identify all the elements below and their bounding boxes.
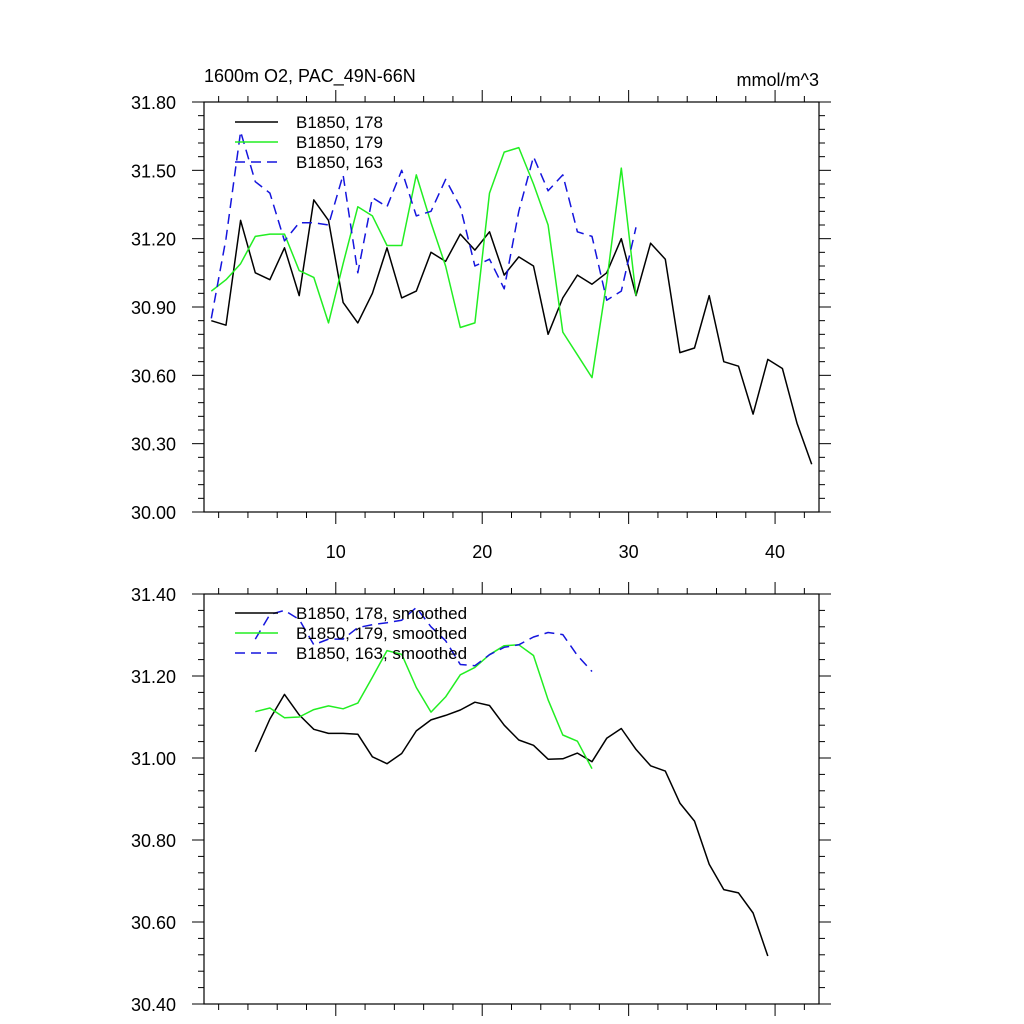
y-tick-label: 30.00 — [131, 503, 176, 523]
series-line-b1850-178 — [211, 199, 813, 465]
y-tick-label: 31.20 — [131, 667, 176, 687]
y-tick-label: 31.40 — [131, 585, 176, 605]
y-tick-label: 30.60 — [131, 366, 176, 386]
top-axes: 30.00 30.30 30.60 30.90 31.20 31.50 31.80 10 20 3… — [131, 90, 831, 562]
y-tick-label: 30.90 — [131, 298, 176, 318]
bottom-panel: 30.40 30.60 30.80 31.00 31.20 31.40 B1850, 17… — [131, 582, 831, 1016]
x-tick-label: 10 — [326, 542, 346, 562]
legend-label-b1850-163: B1850, 163 — [296, 153, 383, 172]
y-tick-label: 31.20 — [131, 230, 176, 250]
x-tick-label: 30 — [619, 542, 639, 562]
units-label: mmol/m^3 — [737, 70, 819, 90]
series-line-b1850-163 — [210, 130, 637, 319]
legend-label-b1850-163-smoothed: B1850, 163, smoothed — [296, 644, 467, 663]
y-tick-label: 30.80 — [131, 831, 176, 851]
series-line-b1850-163-smoothed — [254, 606, 593, 673]
bottom-axes: 30.40 30.60 30.80 31.00 31.20 31.40 — [131, 582, 831, 1016]
series-line-b1850-179 — [210, 146, 637, 379]
bottom-series-group — [254, 606, 769, 957]
top-series-group — [210, 130, 813, 465]
y-tick-label: 31.50 — [131, 161, 176, 181]
y-tick-label: 31.80 — [131, 93, 176, 113]
y-tick-label: 31.00 — [131, 749, 176, 769]
legend-label-b1850-179: B1850, 179 — [296, 133, 383, 152]
y-tick-label: 30.30 — [131, 435, 176, 455]
series-line-b1850-178-smoothed — [254, 693, 769, 957]
chart-title: 1600m O2, PAC_49N-66N — [204, 66, 416, 87]
top-panel: 1600m O2, PAC_49N-66N mmol/m^3 30.00 30.3… — [131, 66, 831, 562]
series-line-b1850-179-smoothed — [255, 644, 593, 770]
legend-label-b1850-178-smoothed: B1850, 178, smoothed — [296, 604, 467, 623]
y-tick-label: 30.60 — [131, 913, 176, 933]
y-tick-label: 30.40 — [131, 995, 176, 1015]
x-tick-label: 40 — [765, 542, 785, 562]
legend-label-b1850-179-smoothed: B1850, 179, smoothed — [296, 624, 467, 643]
x-tick-label: 20 — [472, 542, 492, 562]
legend-label-b1850-178: B1850, 178 — [296, 113, 383, 132]
